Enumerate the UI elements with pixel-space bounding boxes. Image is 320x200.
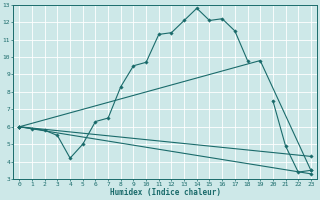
- X-axis label: Humidex (Indice chaleur): Humidex (Indice chaleur): [110, 188, 220, 197]
